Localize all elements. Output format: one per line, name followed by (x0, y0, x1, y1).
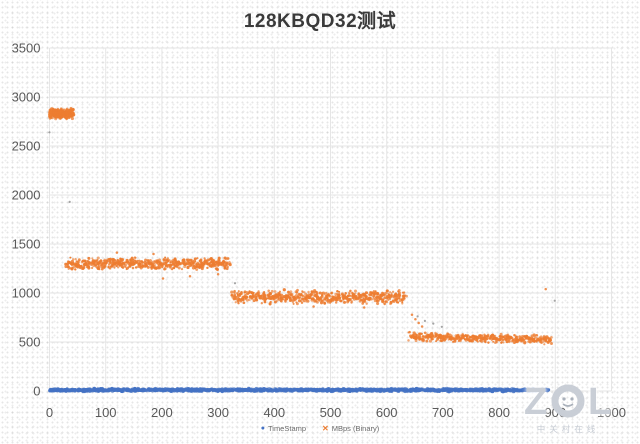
zol-face-eye-right (570, 397, 574, 401)
x-tick-label: 700 (432, 405, 454, 420)
x-tick-label: 500 (320, 405, 342, 420)
svg-text:L: L (588, 381, 611, 421)
series-points-0 (48, 386, 551, 394)
mbps-marker-icon: ✕ (322, 423, 329, 433)
x-tick-label: 0 (46, 405, 53, 420)
x-tick-label: 1000 (597, 405, 626, 420)
legend: ● TimeStamp ✕ MBps (Binary) (261, 424, 380, 433)
x-tick-label: 100 (95, 405, 117, 420)
x-tick-label: 300 (207, 405, 229, 420)
y-tick-label: 3000 (12, 90, 41, 105)
zol-watermark-subtext: 中关村在线 (536, 424, 600, 434)
timestamp-marker-icon: ● (260, 425, 265, 432)
zol-face-eye-left (562, 397, 566, 401)
y-tick-label: 3500 (12, 41, 41, 56)
legend-item-timestamp: ● TimeStamp (261, 424, 306, 433)
zol-watermark: Z L 中关村在线 (522, 381, 614, 435)
y-tick-label: 1000 (12, 286, 41, 301)
zol-face-smile (562, 403, 574, 407)
y-tick-label: 2000 (12, 188, 41, 203)
x-tick-label: 400 (263, 405, 285, 420)
y-tick-label: 1500 (12, 237, 41, 252)
legend-label-timestamp: TimeStamp (267, 424, 307, 433)
y-tick-label: 2500 (12, 139, 41, 154)
zol-logo-icon: Z L (524, 381, 611, 423)
chart-title: 128KBQD32测试 (243, 11, 397, 32)
legend-label-mbps: MBps (Binary) (331, 424, 380, 433)
series-points-1 (47, 106, 553, 346)
y-tick-label: 0 (33, 384, 40, 399)
svg-text:Z: Z (524, 381, 547, 421)
legend-item-mbps: ✕ MBps (Binary) (322, 424, 379, 433)
x-tick-label: 200 (151, 405, 173, 420)
stray-points (48, 131, 556, 328)
x-tick-label: 600 (376, 405, 398, 420)
x-tick-label: 800 (488, 405, 510, 420)
y-tick-label: 500 (19, 335, 41, 350)
tick-labels: 0 100 200 300 400 500 600 700 800 900 100005001000… (12, 41, 626, 421)
